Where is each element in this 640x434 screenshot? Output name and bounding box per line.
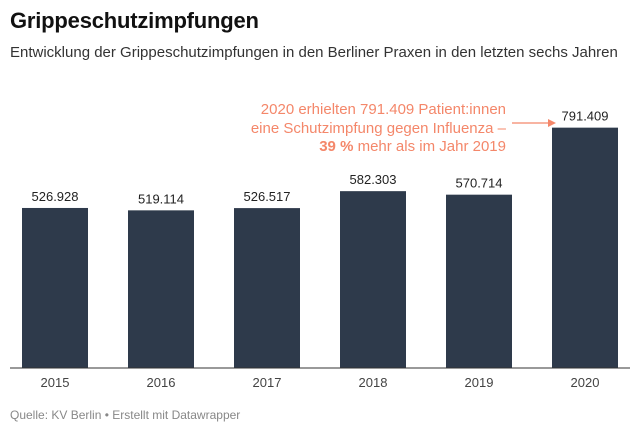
annotation-text: 2020 erhielten 791.409 Patient:innen ein…	[146, 101, 506, 157]
bar-2019	[446, 194, 512, 368]
value-label-2020: 791.409	[562, 109, 609, 124]
annotation-line-3: 39 % mehr als im Jahr 2019	[146, 138, 506, 157]
annotation-percent: 39 %	[319, 138, 354, 155]
chart-subtitle: Entwicklung der Grippeschutzimpfungen in…	[10, 44, 618, 61]
bar-2017	[234, 208, 300, 368]
bar-2015	[22, 207, 88, 368]
x-tick-2015: 2015	[41, 375, 70, 390]
value-label-2015: 526.928	[32, 189, 79, 204]
x-tick-2020: 2020	[571, 375, 600, 390]
source-note: Quelle: KV Berlin • Erstellt mit Datawra…	[10, 408, 241, 422]
x-tick-2016: 2016	[147, 375, 176, 390]
annotation-line-2: eine Schutzimpfung gegen Influenza –	[250, 119, 506, 137]
x-tick-2018: 2018	[359, 375, 388, 390]
bar-2018	[340, 191, 406, 368]
x-tick-2019: 2019	[465, 375, 494, 390]
annotation-arrow-head	[548, 119, 556, 127]
x-tick-2017: 2017	[253, 375, 282, 390]
value-label-2017: 526.517	[244, 189, 291, 204]
bar-2020	[552, 127, 618, 369]
value-label-2018: 582.303	[350, 172, 397, 187]
value-label-2019: 570.714	[456, 176, 503, 191]
annotation-line-1: 2020 erhielten 791.409 Patient:innen	[260, 101, 506, 118]
annotation-rest: mehr als im Jahr 2019	[353, 138, 506, 155]
bar-2016	[128, 210, 194, 368]
value-label-2016: 519.114	[138, 191, 184, 206]
chart-title: Grippeschutzimpfungen	[10, 8, 259, 33]
